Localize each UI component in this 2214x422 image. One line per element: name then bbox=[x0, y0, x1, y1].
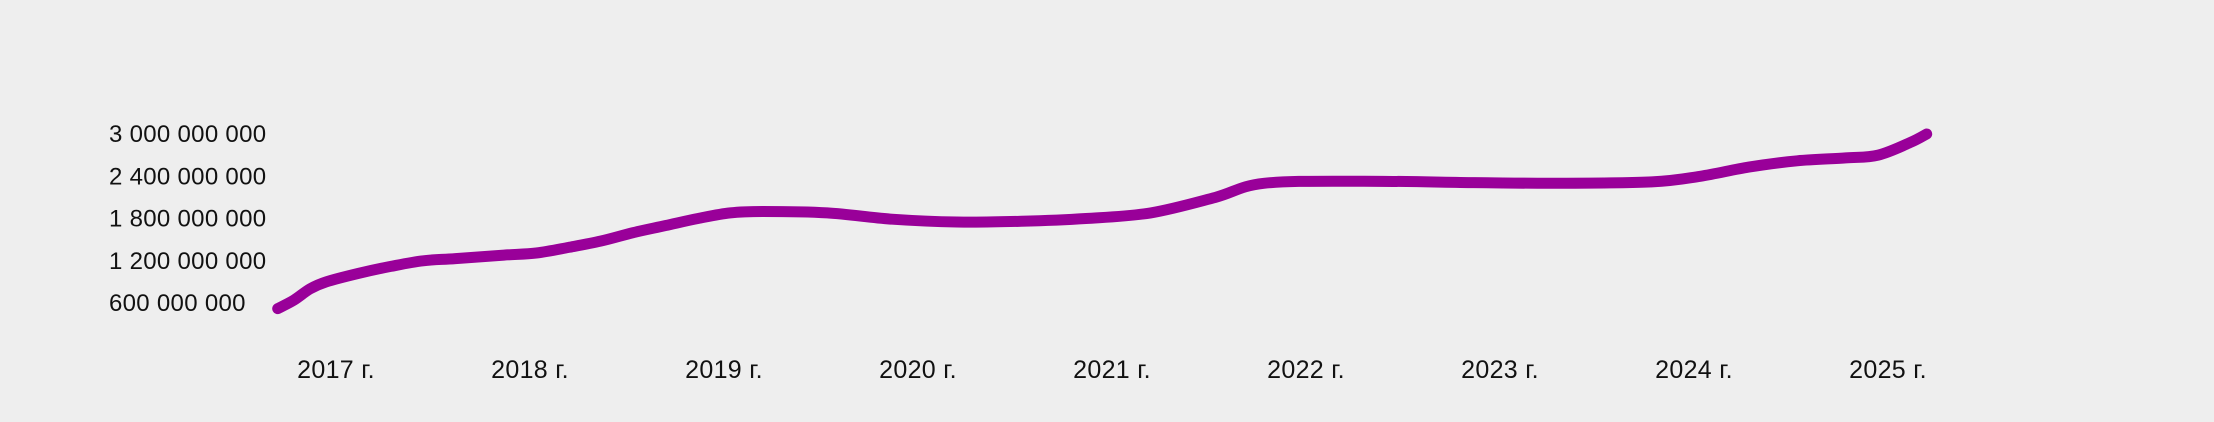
y-tick-label: 1 800 000 000 bbox=[109, 206, 266, 233]
series-group bbox=[272, 128, 1933, 315]
y-tick-label: 3 000 000 000 bbox=[109, 121, 266, 148]
x-axis-ticks: 2017 г. 2018 г. 2019 г. 2020 г. 2021 г. 2022 … bbox=[297, 356, 1927, 384]
x-tick-label: 2020 г. bbox=[879, 356, 957, 384]
x-tick-label: 2018 г. bbox=[491, 356, 569, 384]
series-line bbox=[272, 128, 1933, 315]
y-tick-label: 1 200 000 000 bbox=[109, 248, 266, 275]
y-axis-ticks: 600 000 000 1 200 000 000 1 800 000 000 2 4… bbox=[109, 121, 266, 317]
y-tick-label: 2 400 000 000 bbox=[109, 163, 266, 190]
x-tick-label: 2019 г. bbox=[685, 356, 763, 384]
x-tick-label: 2025 г. bbox=[1849, 356, 1927, 384]
x-tick-label: 2021 г. bbox=[1073, 356, 1151, 384]
x-tick-label: 2017 г. bbox=[297, 356, 375, 384]
y-tick-label: 600 000 000 bbox=[109, 290, 246, 317]
x-tick-label: 2024 г. bbox=[1655, 356, 1733, 384]
x-tick-label: 2023 г. bbox=[1461, 356, 1539, 384]
x-tick-label: 2022 г. bbox=[1267, 356, 1345, 384]
